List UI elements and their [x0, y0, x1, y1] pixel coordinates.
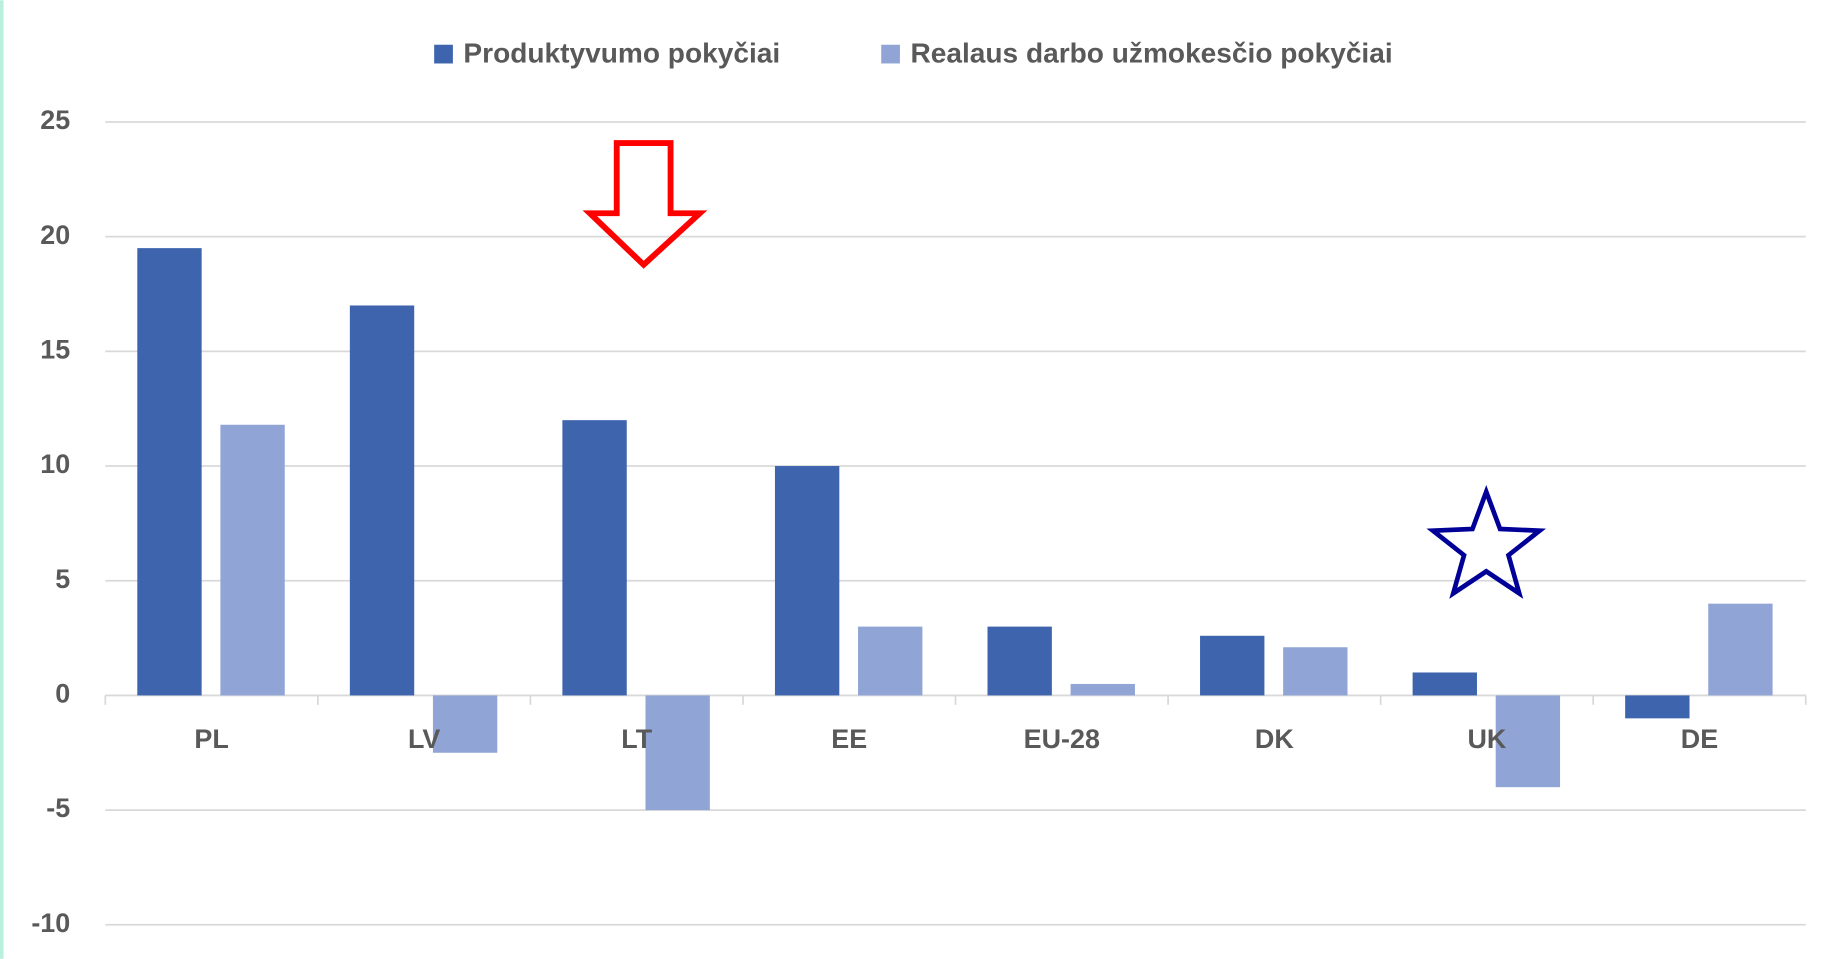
bar — [645, 695, 710, 811]
y-tick-label: 20 — [40, 220, 70, 250]
legend-swatch — [881, 44, 900, 64]
bar — [562, 420, 627, 696]
bar — [774, 466, 840, 696]
bar — [858, 626, 923, 696]
legend-label: Realaus darbo užmokesčio pokyčiai — [910, 38, 1392, 69]
bar — [1412, 672, 1477, 696]
x-tick-label: PL — [194, 724, 228, 754]
y-tick-label: 5 — [55, 564, 70, 594]
bar — [1283, 647, 1348, 696]
edge — [0, 0, 4, 959]
bar — [1070, 683, 1135, 696]
y-tick-label: 25 — [40, 105, 70, 135]
x-tick-label: UK — [1467, 724, 1506, 754]
plot-area: -10 -5 0 5 10 15 20 25 PL LV LT EE EU-28 DK UK DE — [31, 105, 1807, 938]
bar — [432, 695, 498, 753]
x-tick-label: LV — [408, 724, 440, 754]
bar — [349, 305, 415, 696]
bar — [220, 424, 285, 696]
bar — [987, 626, 1052, 696]
legend-swatch — [434, 44, 453, 64]
bar — [137, 248, 202, 696]
y-tick-label: 15 — [40, 334, 70, 364]
x-tick-label: DE — [1681, 724, 1718, 754]
y-tick-label: 10 — [40, 449, 70, 479]
y-tick-label: -10 — [31, 908, 70, 938]
y-tick-label: 0 — [55, 679, 70, 709]
bar — [1200, 635, 1265, 696]
y-tick-label: -5 — [46, 793, 70, 823]
bar — [1708, 603, 1773, 696]
bar — [1625, 695, 1690, 719]
arrow-annotation — [582, 140, 708, 269]
x-tick-label: EU-28 — [1024, 724, 1100, 754]
x-tick-label: EE — [831, 724, 867, 754]
x-tick-label: DK — [1255, 724, 1294, 754]
bar — [1495, 695, 1561, 788]
x-tick-label: LT — [621, 724, 652, 754]
legend-label: Produktyvumo pokyčiai — [463, 38, 780, 69]
star-annotation — [1426, 485, 1547, 599]
